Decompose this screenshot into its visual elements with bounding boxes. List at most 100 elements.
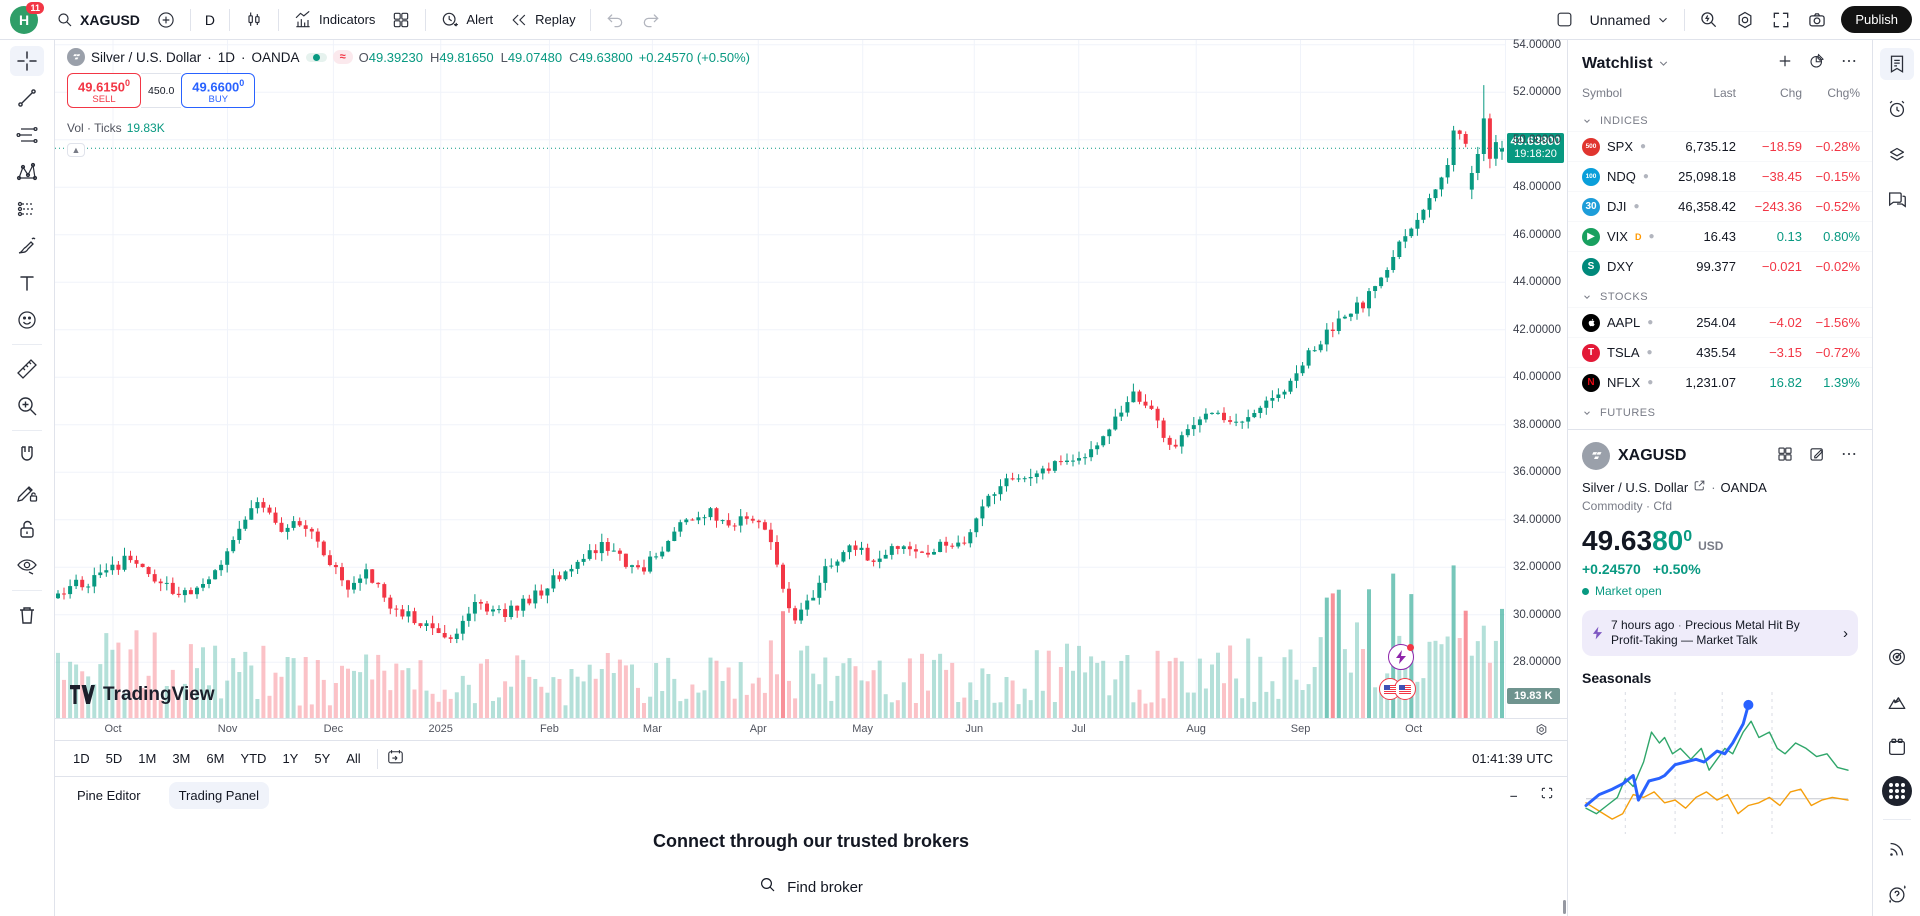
layout-name-menu[interactable]: Unnamed: [1582, 8, 1679, 32]
pie-chart-icon[interactable]: [1808, 52, 1826, 75]
projection-tool[interactable]: [10, 194, 44, 224]
minimize-panel-icon[interactable]: [1507, 785, 1523, 806]
news-item[interactable]: 7 hours ago · Precious Metal Hit By Prof…: [1582, 610, 1858, 656]
quick-search-button[interactable]: [1691, 6, 1727, 34]
watchlist-tab-icon[interactable]: [1879, 48, 1914, 80]
detail-full-name[interactable]: Silver / U.S. Dollar: [1582, 479, 1689, 495]
legend-collapse-button[interactable]: ▲: [67, 143, 85, 157]
clock-utc[interactable]: 01:41:39 UTC: [1472, 751, 1553, 766]
trend-line-tool[interactable]: [10, 83, 44, 113]
chart-style-button[interactable]: [236, 6, 272, 34]
timeframe-6m[interactable]: 6M: [206, 751, 225, 766]
scale-settings-gear-icon[interactable]: [1534, 722, 1549, 740]
redo-button[interactable]: [633, 6, 669, 34]
watchlist-section-indices[interactable]: INDICES: [1568, 105, 1872, 131]
buy-button[interactable]: 49.66000 BUY: [181, 73, 256, 109]
brush-tool[interactable]: [10, 231, 44, 261]
col-last[interactable]: Last: [1713, 86, 1736, 100]
publish-button[interactable]: Publish: [1841, 6, 1912, 33]
interval-button[interactable]: D: [204, 11, 216, 28]
help-icon[interactable]: [1880, 878, 1914, 910]
chart-plot-area[interactable]: Silver / U.S. Dollar · 1D · OANDA ≈ O49.…: [55, 40, 1505, 718]
layout-grid-icon[interactable]: [1776, 445, 1794, 468]
timeframe-5d[interactable]: 5D: [105, 751, 123, 766]
emoji-tool[interactable]: [10, 305, 44, 335]
watchlist-row-vix[interactable]: ▶ VIX D ● 16.43 0.13 0.80%: [1568, 221, 1872, 251]
indicators-button[interactable]: Indicators: [285, 6, 383, 34]
drawing-edit-lock-tool[interactable]: [10, 477, 44, 507]
timeframe-1m[interactable]: 1M: [138, 751, 157, 766]
live-streams-icon[interactable]: [1880, 833, 1914, 865]
sell-button[interactable]: 49.61500 SELL: [67, 73, 142, 109]
timeframe-ytd[interactable]: YTD: [240, 751, 267, 766]
tab-trading-panel[interactable]: Trading Panel: [168, 781, 270, 809]
fullscreen-button[interactable]: [1763, 6, 1799, 34]
compare-add-button[interactable]: [148, 6, 184, 34]
watchlist-row-tsla[interactable]: T TSLA ● 435.54 −3.15 −0.72%: [1568, 337, 1872, 367]
seasonals-chart[interactable]: [1582, 686, 1854, 838]
news-flash-icon[interactable]: [1388, 644, 1414, 670]
lock-drawings-tool[interactable]: [10, 514, 44, 544]
legend-symbol-title[interactable]: Silver / U.S. Dollar: [91, 49, 202, 65]
watchlist-title-menu[interactable]: Watchlist: [1582, 55, 1670, 73]
fib-retracement-tool[interactable]: [10, 120, 44, 150]
zoom-in-tool[interactable]: [10, 391, 44, 421]
user-avatar[interactable]: H 11: [10, 1, 44, 34]
undo-button[interactable]: [597, 6, 633, 34]
external-link-icon[interactable]: [1693, 479, 1706, 495]
alert-button[interactable]: Alert: [432, 6, 501, 34]
add-symbol-icon[interactable]: [1776, 52, 1794, 75]
price-scale[interactable]: 49.63800 19:18:20 19.83 K 54.00000 52.000…: [1505, 39, 1567, 718]
more-options-icon[interactable]: [1840, 52, 1858, 75]
calendar-icon[interactable]: [1880, 731, 1914, 763]
object-tree-icon[interactable]: [1880, 138, 1914, 170]
detail-symbol[interactable]: XAGUSD: [1618, 447, 1687, 464]
legend-exchange[interactable]: OANDA: [251, 49, 300, 65]
col-chg[interactable]: Chg: [1779, 86, 1802, 100]
watchlist-row-spx[interactable]: 500 SPX ● 6,735.12 −18.59 −0.28%: [1568, 131, 1872, 161]
delayed-data-pill[interactable]: ≈: [332, 50, 353, 64]
watchlist-row-aapl[interactable]: AAPL ● 254.04 −4.02 −1.56%: [1568, 307, 1872, 337]
timeframe-5y[interactable]: 5Y: [314, 751, 331, 766]
snapshot-button[interactable]: [1799, 6, 1835, 34]
save-layout-checkbox[interactable]: [1547, 6, 1582, 33]
timeframe-all[interactable]: All: [346, 751, 361, 766]
col-chg-pct[interactable]: Chg%: [1827, 86, 1860, 100]
economic-events-icons[interactable]: [1379, 678, 1416, 700]
more-options-icon[interactable]: [1840, 445, 1858, 468]
restore-panel-icon[interactable]: [1539, 785, 1555, 806]
timeframe-1d[interactable]: 1D: [73, 751, 90, 766]
goto-date-icon[interactable]: [386, 747, 405, 771]
settings-button[interactable]: [1727, 6, 1763, 34]
timeframe-3m[interactable]: 3M: [172, 751, 191, 766]
timeframe-1y[interactable]: 1Y: [282, 751, 299, 766]
magnet-tool[interactable]: [10, 440, 44, 470]
volume-legend[interactable]: Vol · Ticks 19.83K: [67, 121, 165, 135]
chat-icon[interactable]: [1880, 183, 1914, 215]
col-symbol[interactable]: Symbol: [1582, 86, 1623, 100]
indicator-templates-button[interactable]: [383, 6, 419, 34]
time-scale[interactable]: Oct Nov Dec 2025 Feb Mar Apr May Jun Jul Aug Sep Oct: [55, 718, 1567, 740]
symbol-search-button[interactable]: XAGUSD: [48, 7, 148, 33]
ideas-mountain-icon[interactable]: [1880, 686, 1914, 718]
screener-radar-icon[interactable]: [1880, 641, 1914, 673]
alerts-tab-icon[interactable]: [1880, 93, 1914, 125]
watchlist-section-stocks[interactable]: STOCKS: [1568, 281, 1872, 307]
hide-drawings-tool[interactable]: [10, 551, 44, 581]
measure-tool[interactable]: [10, 354, 44, 384]
text-tool[interactable]: [10, 268, 44, 298]
watchlist-row-dxy[interactable]: S DXY 99.377 −0.021 −0.02%: [1568, 251, 1872, 281]
watchlist-row-ndq[interactable]: 100 NDQ ● 25,098.18 −38.45 −0.15%: [1568, 161, 1872, 191]
remove-drawings-tool[interactable]: [10, 600, 44, 630]
watchlist-section-futures[interactable]: FUTURES: [1568, 397, 1872, 423]
apps-grid-icon[interactable]: [1881, 776, 1912, 806]
legend-interval[interactable]: 1D: [217, 49, 236, 65]
market-status-pill[interactable]: [305, 52, 327, 62]
replay-button[interactable]: Replay: [501, 6, 583, 34]
watchlist-row-nflx[interactable]: N NFLX ● 1,231.07 16.82 1.39%: [1568, 367, 1872, 397]
crosshair-tool[interactable]: [10, 46, 44, 76]
xabcd-pattern-tool[interactable]: [10, 157, 44, 187]
watchlist-row-dji[interactable]: 30 DJI ● 46,358.42 −243.36 −0.52%: [1568, 191, 1872, 221]
tab-pine-editor[interactable]: Pine Editor: [77, 787, 141, 803]
edit-note-icon[interactable]: [1808, 445, 1826, 468]
